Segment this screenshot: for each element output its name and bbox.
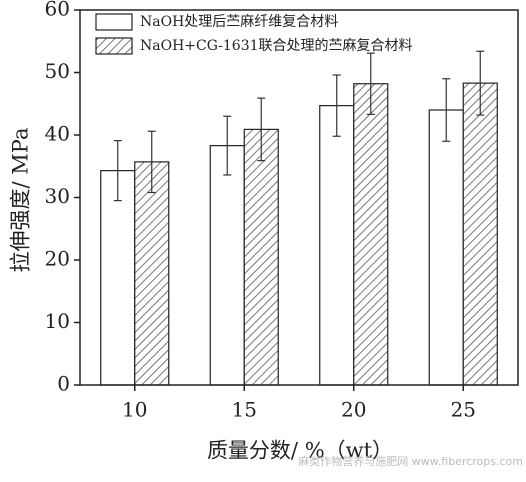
y-tick-label: 20 xyxy=(45,247,70,271)
legend-swatch xyxy=(95,13,133,31)
error-bar xyxy=(442,78,451,142)
legend-label: NaOH+CG-1631联合处理的苎麻复合材料 xyxy=(140,37,413,54)
x-tick-label: 15 xyxy=(232,398,257,422)
error-bar xyxy=(223,115,232,176)
bar xyxy=(100,170,136,386)
plot-frame xyxy=(79,9,519,386)
watermark: 麻类作物营养与施肥网 www.fibercrops.com xyxy=(298,454,523,468)
x-tick-label: 20 xyxy=(341,398,366,422)
bar xyxy=(428,109,464,386)
y-tick-label: 10 xyxy=(45,309,70,333)
error-bar xyxy=(476,50,485,116)
y-tick-label: 60 xyxy=(45,0,70,21)
legend-label: NaOH处理后苎麻纤维复合材料 xyxy=(140,13,338,30)
bar xyxy=(462,82,498,386)
error-bar xyxy=(147,130,156,194)
x-tick-label: 10 xyxy=(122,398,147,422)
y-tick-label: 0 xyxy=(57,372,70,396)
x-axis-label: 质量分数/ %（wt） xyxy=(207,439,393,463)
y-tick-label: 30 xyxy=(45,184,70,208)
error-bar xyxy=(332,74,341,137)
bar xyxy=(353,83,389,386)
y-tick-label: 40 xyxy=(45,122,70,146)
x-tick-label: 25 xyxy=(451,398,476,422)
legend-swatch xyxy=(95,37,133,55)
y-axis-label: 拉伸强度/ MPa xyxy=(9,128,33,273)
bar xyxy=(209,145,245,386)
bar xyxy=(134,161,170,386)
bar xyxy=(243,128,279,386)
error-bar xyxy=(257,97,266,162)
error-bar xyxy=(113,140,122,202)
bar xyxy=(319,105,355,386)
y-tick-label: 50 xyxy=(45,59,70,83)
error-bar xyxy=(366,52,375,115)
